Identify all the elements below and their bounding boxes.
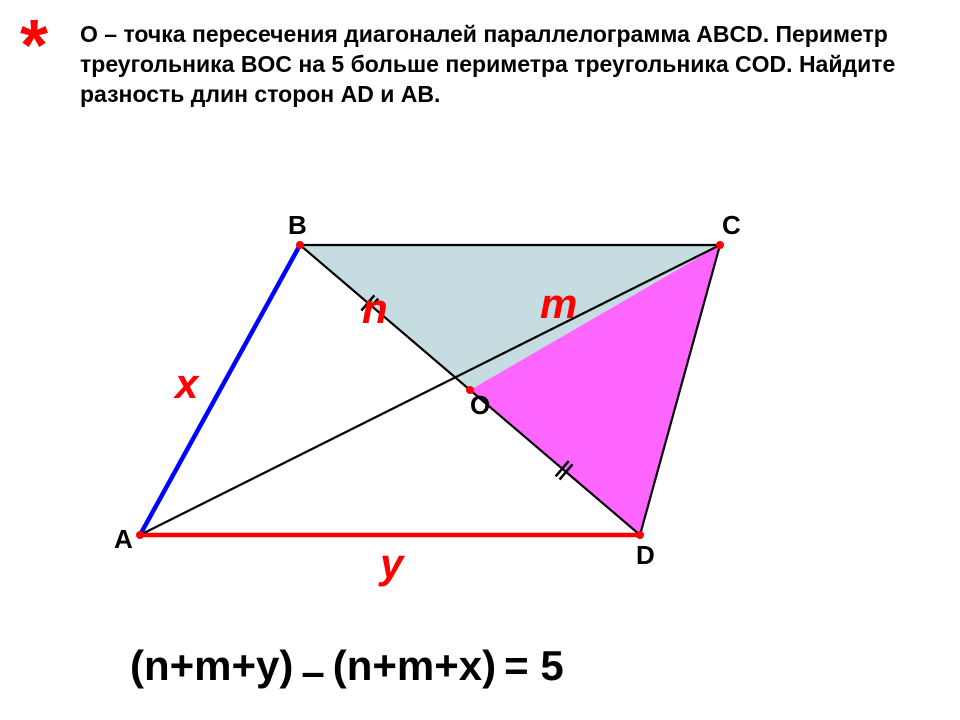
edge-label-x: x (175, 360, 198, 408)
eq-minus: – (301, 648, 324, 696)
eq-result: = 5 (504, 642, 564, 690)
vertex-label-D: D (636, 540, 655, 571)
eq-right: (n+m+x) (333, 642, 496, 690)
edge-label-y: y (380, 540, 403, 588)
parallelogram-diagram: ABCDO xnmy (80, 190, 800, 570)
vertex-label-B: B (288, 210, 307, 241)
edge-label-m: m (540, 280, 577, 328)
problem-statement: О – точка пересечения диагоналей паралле… (80, 20, 920, 110)
vertex-label-O: O (470, 390, 490, 421)
asterisk-marker: * (20, 10, 48, 82)
solution-equation: (n+m+y) – (n+m+x) = 5 (130, 642, 564, 690)
vertex-label-C: C (722, 210, 741, 241)
edge-label-n: n (362, 285, 388, 333)
vertex-label-A: A (114, 524, 133, 555)
eq-left: (n+m+y) (130, 642, 293, 690)
